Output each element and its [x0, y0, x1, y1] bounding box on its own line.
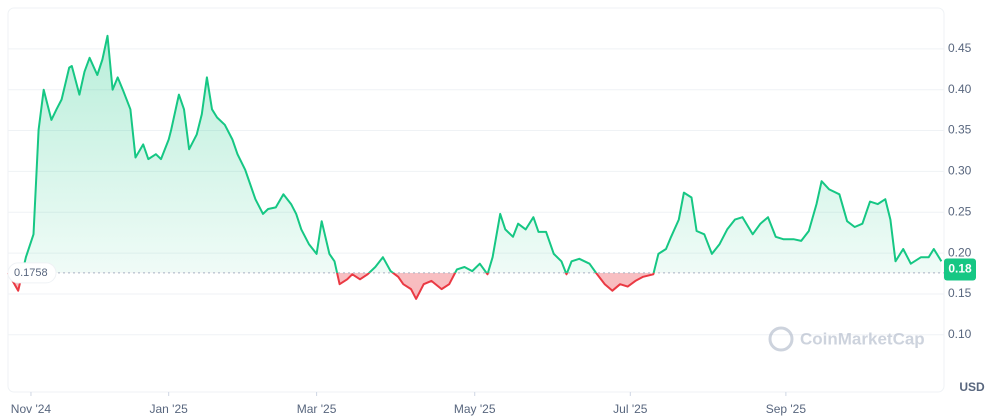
baseline-label-box — [7, 262, 57, 284]
y-tick-label: 0.25 — [948, 204, 972, 218]
x-tick-label: Sep '25 — [766, 402, 807, 416]
y-tick-label: 0.45 — [948, 41, 972, 55]
y-tick-label: 0.30 — [948, 164, 972, 178]
currency-label: USD — [959, 380, 985, 394]
y-tick-label: 0.10 — [948, 327, 972, 341]
x-tick-label: Mar '25 — [297, 402, 337, 416]
x-tick-label: Jan '25 — [150, 402, 189, 416]
area-above — [8, 35, 942, 273]
price-line-up — [7, 34, 943, 273]
x-tick-label: May '25 — [454, 402, 496, 416]
current-price-box — [944, 258, 976, 281]
current-price-label: 0.18 — [948, 262, 972, 276]
x-tick-label: Jul '25 — [613, 402, 648, 416]
watermark-text: CoinMarketCap — [800, 329, 925, 348]
y-tick-label: 0.40 — [948, 82, 972, 96]
y-tick-label: 0.20 — [948, 245, 972, 259]
watermark: CoinMarketCap — [768, 326, 925, 352]
y-tick-label: 0.15 — [948, 286, 972, 300]
x-tick-label: Nov '24 — [11, 402, 52, 416]
price-line-down — [7, 272, 655, 300]
baseline-label: 0.1758 — [14, 267, 48, 279]
plot-frame — [7, 7, 945, 393]
y-tick-label: 0.35 — [948, 123, 972, 137]
